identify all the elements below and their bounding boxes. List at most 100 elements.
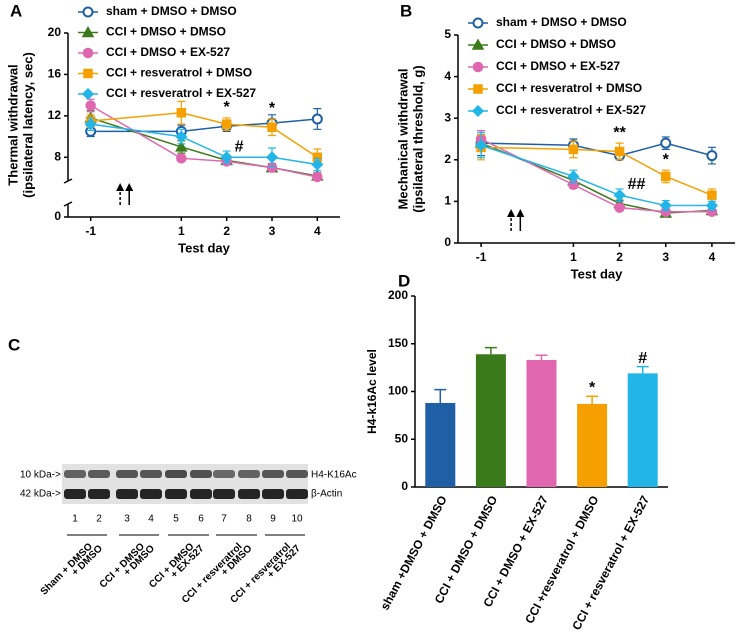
x-tick-label: 4 (314, 224, 321, 238)
annotation: # (638, 350, 647, 367)
marker (176, 153, 187, 164)
y-axis-title: Thermal withdrawal (5, 64, 20, 185)
panel-label: C (8, 335, 20, 354)
marker (661, 171, 671, 182)
lane-number: 3 (124, 514, 130, 525)
panel-label: D (398, 271, 410, 290)
error-bar (636, 365, 649, 374)
band (140, 489, 162, 499)
lane-number: 5 (173, 514, 179, 525)
marker (707, 190, 717, 200)
y-tick-label: 2 (444, 152, 451, 166)
marker (267, 122, 277, 132)
band (262, 489, 284, 499)
x-tick-label: -1 (476, 250, 487, 264)
marker (705, 199, 718, 212)
marker (175, 140, 188, 152)
marker (472, 61, 484, 73)
band (116, 489, 138, 499)
error-bar (586, 395, 599, 404)
band (213, 470, 235, 478)
marker (471, 104, 485, 118)
band (286, 470, 308, 478)
lane-number: 10 (291, 514, 303, 525)
band (165, 470, 187, 478)
band (88, 470, 110, 478)
y-axis-title: H4-k16Ac level (365, 349, 379, 434)
y-tick-label: 150 (388, 336, 408, 350)
marker (567, 170, 580, 183)
y-tick-label: 4 (444, 69, 451, 83)
y-tick-label: 0 (54, 209, 61, 223)
marker (83, 68, 93, 79)
band (165, 489, 187, 499)
annotation: ## (628, 176, 646, 193)
y-tick-label: 12 (48, 108, 62, 122)
marker (220, 151, 233, 164)
marker (81, 87, 95, 101)
marker (472, 17, 484, 29)
y-tick-label: 100 (388, 384, 408, 398)
x-tick-label: 2 (223, 224, 230, 238)
marker (175, 130, 188, 143)
x-tick-label: 1 (570, 250, 577, 264)
band (88, 489, 110, 499)
lane-number: 6 (198, 514, 204, 525)
bar (425, 402, 456, 487)
marker (85, 100, 96, 111)
annotation: ** (613, 124, 626, 141)
annotation: # (235, 138, 244, 155)
arrow-head (507, 209, 516, 217)
legend-label: sham + DMSO + DMSO (106, 4, 237, 18)
marker (265, 151, 279, 164)
annotation: * (589, 379, 596, 396)
size-marker: 42 kDa-> (20, 489, 61, 500)
marker (311, 113, 323, 125)
legend-label: CCI + resveratrol + EX-527 (496, 103, 646, 117)
lane-number: 9 (270, 514, 276, 525)
bar (577, 403, 608, 487)
y-tick-label: 8 (54, 149, 61, 163)
x-tick-label: 3 (662, 250, 669, 264)
marker (659, 199, 672, 212)
x-tick-label: 1 (178, 224, 185, 238)
bar (526, 359, 557, 487)
marker (81, 25, 95, 38)
x-tick-label: -1 (85, 224, 96, 238)
error-bar (484, 346, 497, 355)
marker (613, 189, 626, 202)
legend-label: CCI + DMSO + DMSO (106, 25, 226, 39)
band (262, 470, 284, 478)
annotation: * (224, 99, 231, 116)
marker (311, 158, 324, 171)
arrow-head (125, 183, 134, 191)
y-tick-label: 1 (444, 194, 451, 208)
bar (475, 354, 506, 487)
band (64, 470, 86, 478)
band-label: β-Actin (311, 489, 342, 500)
axis-break (63, 201, 73, 207)
x-tick-label: 4 (709, 250, 716, 264)
marker (82, 47, 94, 59)
band (238, 470, 260, 478)
band (116, 470, 138, 478)
marker (473, 84, 483, 94)
y-tick-label: 5 (444, 27, 451, 41)
marker (221, 119, 232, 129)
marker (82, 6, 94, 18)
arrow-head (116, 183, 125, 191)
legend-label: CCI + DMSO + DMSO (496, 37, 616, 51)
marker (614, 202, 625, 213)
lane-number: 4 (148, 514, 154, 525)
y-tick-label: 0 (444, 235, 451, 249)
lane-number: 2 (96, 514, 102, 525)
marker (706, 150, 718, 162)
marker (312, 171, 323, 183)
x-tick-label: 3 (269, 224, 276, 238)
band-label: H4-K16Ac (311, 470, 357, 481)
panel-label: B (400, 1, 412, 20)
marker (568, 144, 579, 155)
band (190, 470, 212, 478)
